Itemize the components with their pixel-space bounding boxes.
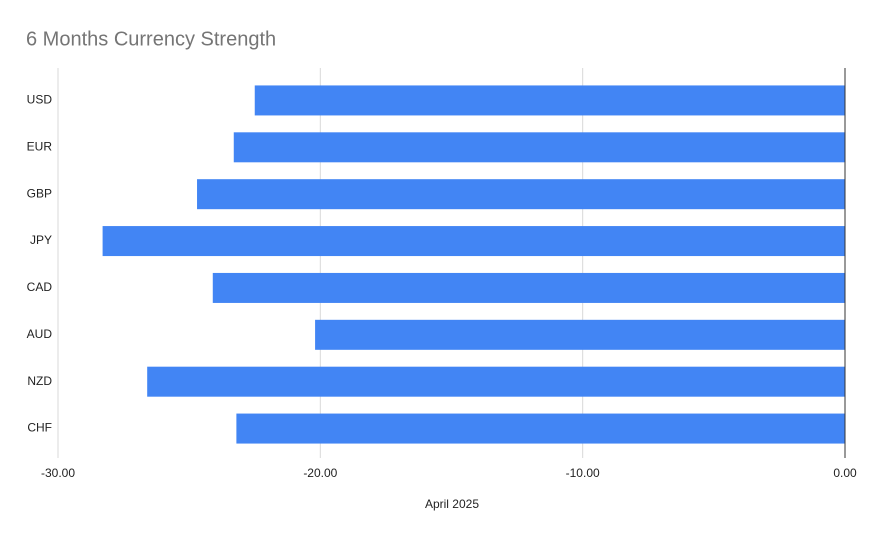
y-tick-label: CHF <box>27 421 52 435</box>
chart-title: 6 Months Currency Strength <box>26 28 276 50</box>
bar <box>254 85 845 116</box>
y-tick-label: NZD <box>27 374 52 388</box>
x-tick-label: -30.00 <box>41 466 75 480</box>
bar <box>315 319 845 350</box>
bar <box>212 272 845 303</box>
y-tick-label: GBP <box>27 186 52 200</box>
x-tick-label: 0.00 <box>833 466 857 480</box>
x-axis-label: April 2025 <box>425 497 479 511</box>
x-tick-label: -20.00 <box>303 466 337 480</box>
y-tick-label: AUD <box>27 327 53 341</box>
y-tick-label: JPY <box>30 233 52 247</box>
bar <box>233 132 846 163</box>
bar <box>197 179 845 210</box>
x-tick-label: -10.00 <box>566 466 600 480</box>
y-tick-label: CAD <box>27 280 53 294</box>
bar <box>102 226 845 257</box>
y-tick-label: EUR <box>27 139 53 153</box>
bar <box>236 413 846 444</box>
bar <box>147 366 845 397</box>
y-tick-label: USD <box>27 93 53 107</box>
